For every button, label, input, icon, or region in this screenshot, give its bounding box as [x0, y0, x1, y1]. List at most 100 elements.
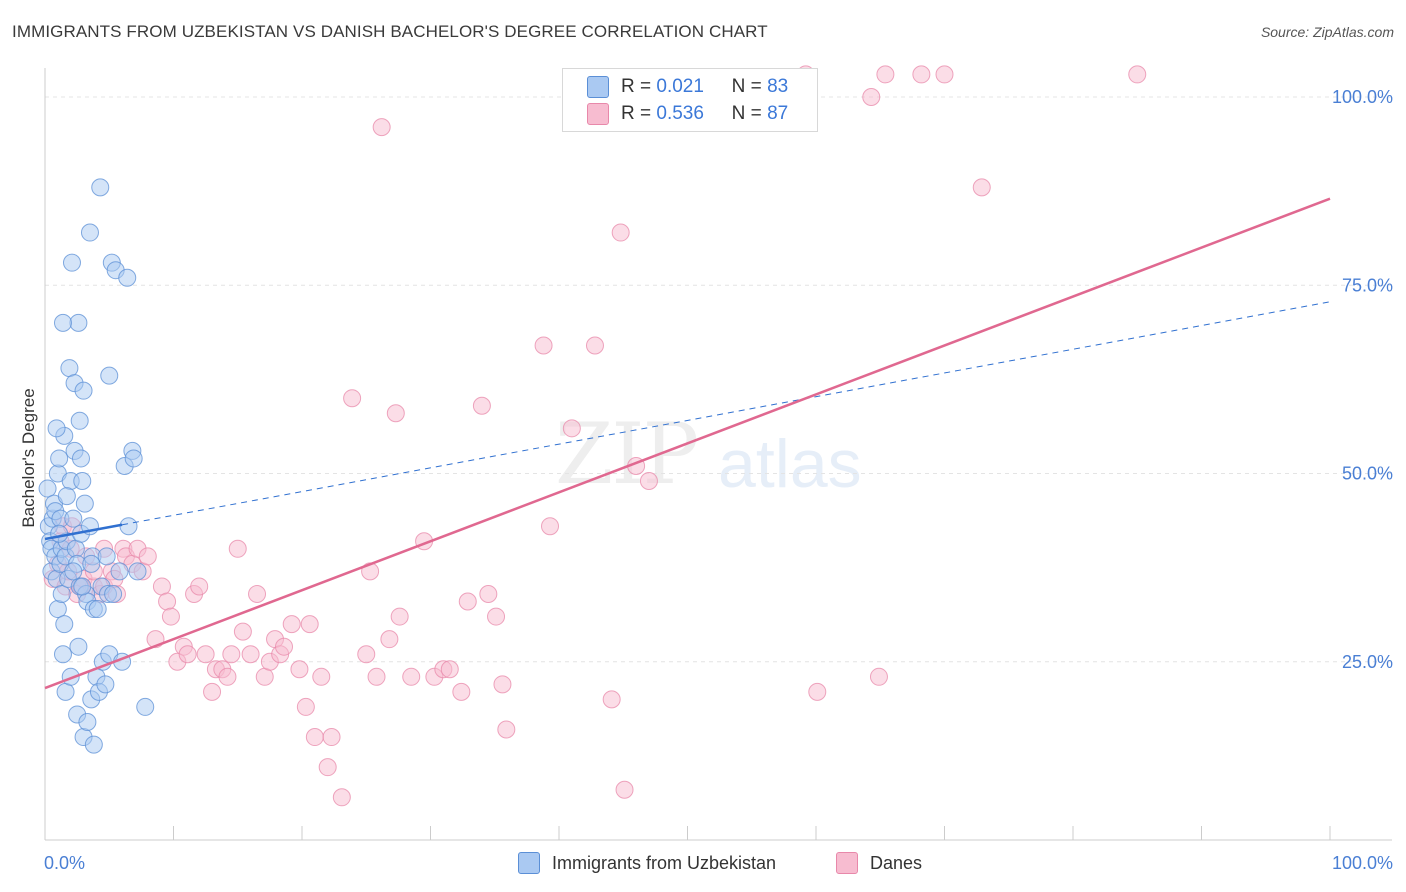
data-point-danes — [380, 630, 399, 649]
data-point-uzbekistan — [128, 562, 147, 581]
data-point-uzbekistan — [96, 675, 115, 694]
data-point-danes — [161, 607, 180, 626]
data-point-danes — [290, 660, 309, 679]
data-point-danes — [190, 577, 209, 596]
data-point-danes — [255, 667, 274, 686]
data-point-uzbekistan — [82, 554, 101, 573]
legend-n-value: 87 — [767, 103, 789, 124]
trendline-uzbekistan — [44, 523, 123, 541]
data-point-uzbekistan — [119, 517, 138, 536]
data-point-uzbekistan — [73, 472, 92, 491]
legend-n-label: N = — [731, 103, 762, 124]
data-point-danes — [562, 419, 581, 438]
data-point-danes — [808, 682, 827, 701]
data-point-danes — [602, 690, 621, 709]
x-tick-label: 0.0% — [44, 853, 85, 873]
y-axis-label: Bachelor's Degree — [19, 388, 38, 527]
data-point-danes — [300, 615, 319, 634]
data-point-uzbekistan — [57, 487, 76, 506]
watermark-zip: ZIP — [555, 405, 699, 503]
data-point-uzbekistan — [69, 313, 88, 332]
bottom-legend-label: Immigrants from Uzbekistan — [552, 852, 777, 873]
watermark-atlas: atlas — [718, 426, 862, 502]
data-point-uzbekistan — [53, 313, 72, 332]
bottom-legend-label: Danes — [870, 852, 923, 873]
data-point-uzbekistan — [50, 449, 69, 468]
data-point-uzbekistan — [50, 524, 69, 543]
data-point-uzbekistan — [71, 449, 90, 468]
legend-r-value: 0.021 — [656, 76, 704, 97]
data-point-uzbekistan — [75, 494, 94, 513]
data-point-uzbekistan — [48, 600, 67, 619]
data-point-danes — [282, 615, 301, 634]
data-point-danes — [615, 780, 634, 799]
data-point-danes — [241, 645, 260, 664]
data-point-danes — [402, 667, 421, 686]
data-point-danes — [869, 667, 888, 686]
data-point-uzbekistan — [55, 615, 74, 634]
data-point-danes — [332, 788, 351, 807]
data-point-danes — [1128, 65, 1147, 84]
y-tick-label: 25.0% — [1342, 652, 1393, 672]
data-point-uzbekistan — [53, 645, 72, 664]
data-point-uzbekistan — [60, 359, 79, 378]
data-point-danes — [138, 547, 157, 566]
legend-swatch-pink — [587, 103, 609, 125]
source-label: Source: ZipAtlas.com — [1260, 24, 1394, 40]
data-point-danes — [487, 607, 506, 626]
data-point-danes — [228, 539, 247, 558]
legend-swatch-blue — [518, 852, 540, 874]
data-point-danes — [458, 592, 477, 611]
bottom-legend-danes[interactable]: Danes — [836, 852, 922, 874]
data-point-danes — [912, 65, 931, 84]
data-point-danes — [275, 637, 294, 656]
data-point-danes — [196, 645, 215, 664]
data-point-uzbekistan — [73, 577, 92, 596]
data-point-uzbekistan — [38, 479, 57, 498]
x-tick-label: 100.0% — [1332, 853, 1393, 873]
data-point-uzbekistan — [52, 584, 71, 603]
data-point-danes — [367, 667, 386, 686]
data-point-uzbekistan — [136, 697, 155, 716]
data-point-danes — [935, 65, 954, 84]
bottom-legend-uzbekistan[interactable]: Immigrants from Uzbekistan — [518, 852, 776, 874]
legend-r-label: R = — [621, 103, 652, 124]
data-point-danes — [972, 178, 991, 197]
data-point-danes — [472, 396, 491, 415]
legend-row-uzbekistan: R = 0.021 N = 83 — [587, 74, 788, 100]
trendline-uzbekistan-dashed — [122, 301, 1331, 526]
data-point-uzbekistan — [88, 600, 107, 619]
data-point-danes — [611, 223, 630, 242]
data-point-danes — [296, 697, 315, 716]
data-point-danes — [305, 728, 324, 747]
data-point-danes — [222, 645, 241, 664]
data-point-uzbekistan — [69, 637, 88, 656]
data-point-uzbekistan — [118, 268, 137, 287]
chart-title: IMMIGRANTS FROM UZBEKISTAN VS DANISH BAC… — [12, 22, 768, 41]
data-point-uzbekistan — [66, 539, 85, 558]
data-point-uzbekistan — [62, 253, 81, 272]
data-point-uzbekistan — [104, 584, 123, 603]
data-point-danes — [372, 118, 391, 137]
y-tick-label: 100.0% — [1332, 87, 1393, 107]
data-point-uzbekistan — [100, 366, 119, 385]
data-point-danes — [862, 88, 881, 106]
data-point-uzbekistan — [84, 735, 103, 754]
data-point-uzbekistan — [56, 682, 75, 701]
data-point-danes — [639, 472, 658, 491]
legend-n-value: 83 — [767, 76, 789, 97]
legend-row-danes: R = 0.536 N = 87 — [587, 101, 788, 127]
legend-swatch-blue — [587, 76, 609, 98]
data-point-uzbekistan — [74, 381, 93, 400]
legend-r-label: R = — [621, 76, 652, 97]
data-point-uzbekistan — [110, 562, 129, 581]
data-point-danes — [318, 758, 337, 777]
data-point-danes — [357, 645, 376, 664]
data-point-danes — [440, 660, 459, 679]
trendline-danes — [44, 197, 1331, 690]
legend-n-label: N = — [731, 76, 762, 97]
data-point-uzbekistan — [70, 411, 89, 430]
data-point-danes — [178, 645, 197, 664]
data-point-danes — [534, 336, 553, 355]
